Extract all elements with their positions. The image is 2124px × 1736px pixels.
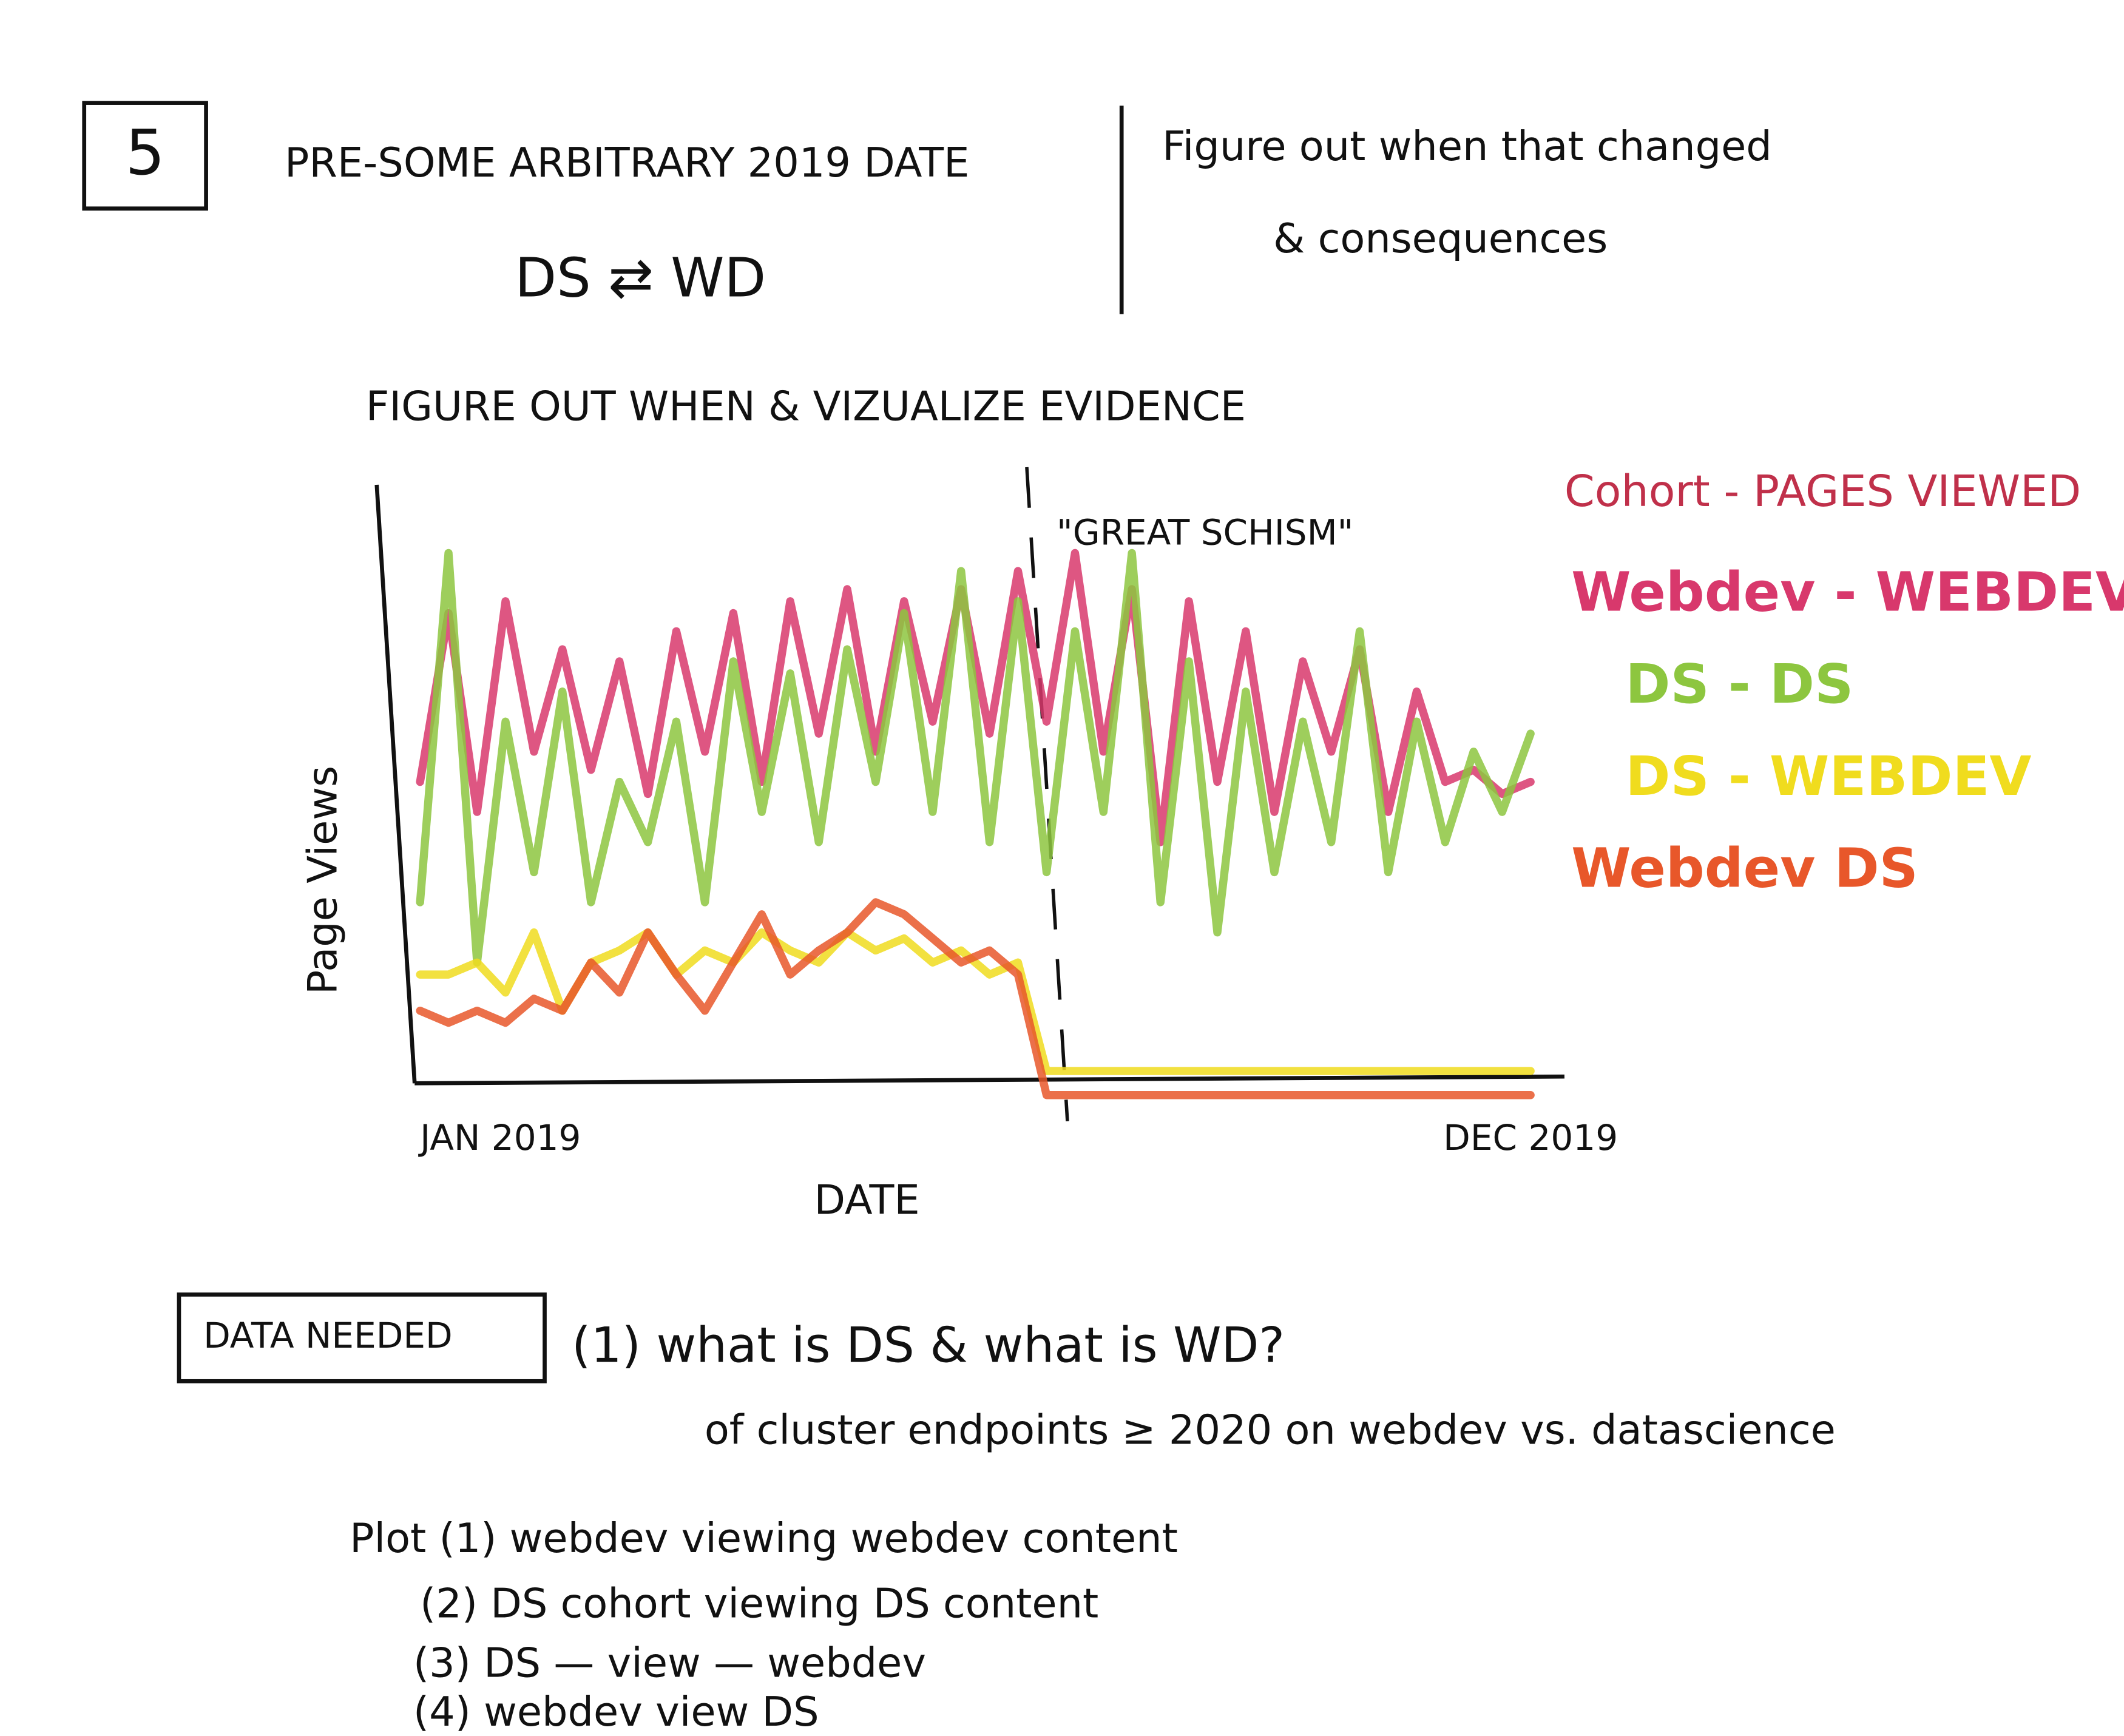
section-number: 5 <box>126 117 165 189</box>
legend-entry: Webdev DS <box>1571 837 1918 900</box>
x-axis <box>414 1074 1564 1086</box>
series-line <box>416 549 1535 967</box>
legend: Webdev - WEBDEV DS - DS DS - WEBDEV Webdev … <box>1571 561 2124 900</box>
plot-list-line: Plot (1) webdev viewing webdev content <box>350 1515 1178 1562</box>
x-tick-label: JAN 2019 <box>418 1117 581 1158</box>
plot-list-line: (4) webdev view DS <box>413 1688 819 1735</box>
plot-list-line: (3) DS — view — webdev <box>413 1640 926 1687</box>
legend-entry: DS - DS <box>1625 653 1853 716</box>
legend-entry: DS - WEBDEV <box>1625 745 2031 808</box>
header-title: PRE-SOME ARBITRARY 2019 DATE <box>285 139 969 186</box>
data-needed-line: (1) what is DS & what is WD? <box>572 1317 1285 1374</box>
legend-entry: Webdev - WEBDEV <box>1571 561 2124 624</box>
data-needed-line: of cluster endpoints ≥ 2020 on webdev vs… <box>705 1407 1836 1454</box>
x-axis-label: DATE <box>814 1176 920 1223</box>
series-line <box>416 549 1535 846</box>
series-line <box>416 898 1535 1099</box>
plot: JAN 2019 DEC 2019 <box>416 549 1618 1158</box>
data-needed-label: DATA NEEDED <box>203 1315 453 1356</box>
annotation: "GREAT SCHISM" <box>1057 512 1353 553</box>
aside-line: Figure out when that changed <box>1162 123 1772 170</box>
y-axis-label: Page Views <box>299 766 347 995</box>
header-subtitle: DS ⇄ WD <box>515 247 766 310</box>
number-box <box>82 101 208 211</box>
chart-title: FIGURE OUT WHEN & VIZUALIZE EVIDENCE <box>366 383 1246 430</box>
aside-line: & consequences <box>1273 215 1608 262</box>
plot-list-line: (2) DS cohort viewing DS content <box>420 1579 1098 1627</box>
schism-line <box>1025 467 1069 1121</box>
x-tick-label: DEC 2019 <box>1443 1117 1618 1158</box>
data-needed-box <box>177 1292 547 1383</box>
y-axis <box>374 484 417 1084</box>
legend-title: Cohort - PAGES VIEWED <box>1564 466 2081 516</box>
series-line <box>416 928 1535 1075</box>
